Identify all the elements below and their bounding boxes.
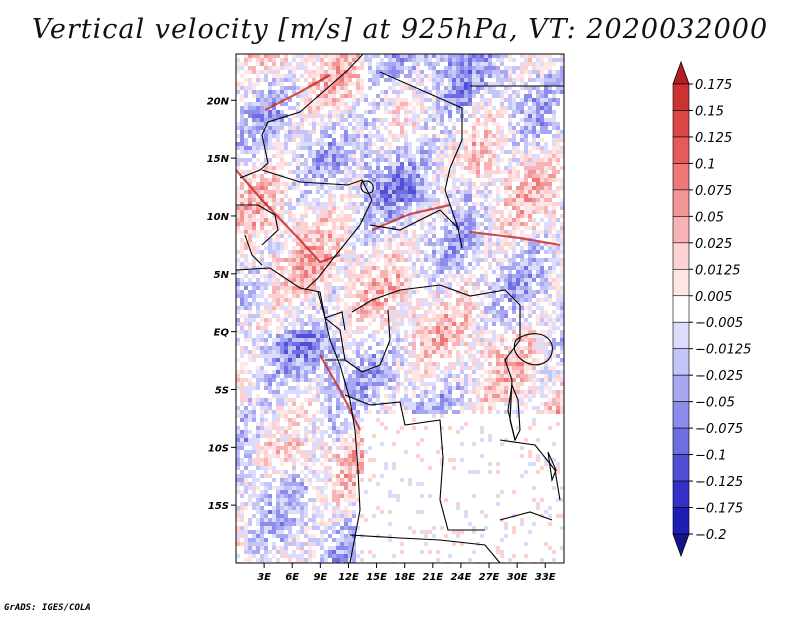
colorbar-label: 0.15 xyxy=(695,104,724,119)
lon-tick-label: 15E xyxy=(366,572,387,583)
colorbar-swatch xyxy=(672,507,690,535)
border-zimbabwe xyxy=(499,511,553,521)
border-nigeria-niger xyxy=(261,169,373,201)
map-frame xyxy=(235,53,565,564)
lon-tick-label: 24E xyxy=(451,572,472,583)
lat-tick-label: 10S xyxy=(208,443,229,454)
colorbar-label: −0.005 xyxy=(695,316,743,331)
border-zambia-east xyxy=(499,439,561,501)
colorbar-swatch xyxy=(672,242,690,270)
colorbar-swatch xyxy=(672,189,690,217)
lat-tick-label: 15N xyxy=(207,154,230,165)
colorbar-swatch xyxy=(672,427,690,455)
colorbar-swatch xyxy=(672,216,690,244)
colorbar-label: 0.05 xyxy=(695,210,724,225)
colorbar-label: 0.005 xyxy=(695,290,732,305)
colorbar-swatch xyxy=(672,401,690,429)
lake-victoria xyxy=(513,333,553,366)
lat-tick-label: 20N xyxy=(207,96,230,107)
border-car-drc xyxy=(351,284,521,313)
border-chad-sudan xyxy=(444,108,463,249)
colorbar-label: −0.2 xyxy=(695,528,727,543)
colorbar-label: −0.05 xyxy=(695,396,735,411)
lon-tick-label: 21E xyxy=(422,572,443,583)
border-sahel-west xyxy=(236,204,279,246)
colorbar-swatch xyxy=(672,83,690,111)
border-libya-chad xyxy=(379,71,463,109)
colorbar-label: 0.125 xyxy=(695,131,732,146)
grads-credit: GrADS: IGES/COLA xyxy=(4,603,91,613)
border-congo xyxy=(317,291,391,373)
colorbar-swatch xyxy=(672,295,690,323)
vertical-velocity-field xyxy=(236,54,564,563)
colorbar-label: −0.125 xyxy=(695,475,743,490)
lon-tick-label: 3E xyxy=(257,572,271,583)
colorbar-swatch xyxy=(672,348,690,376)
lake-tanganyika xyxy=(507,382,521,442)
colorbar-swatch xyxy=(672,268,690,297)
lat-tick-label: EQ xyxy=(214,328,230,339)
lon-tick-label: 27E xyxy=(479,572,500,583)
lat-tick-label: 5N xyxy=(214,270,230,281)
border-angola-zambia xyxy=(439,457,485,531)
lon-tick-label: 12E xyxy=(338,572,359,583)
lat-tick-label: 15S xyxy=(208,501,229,512)
colorbar-swatch xyxy=(672,60,690,85)
colorbar-swatch xyxy=(672,374,690,402)
map-axes: 3E 6E 9E 12E 15E 18E 21E 24E 27E 30E 33E 20N 15N 10N 5… xyxy=(207,96,556,583)
colorbar-swatch xyxy=(672,136,690,164)
lon-tick-label: 9E xyxy=(313,572,327,583)
colorbar-label: 0.1 xyxy=(695,157,716,172)
colorbar-swatch xyxy=(672,321,690,350)
lon-tick-label: 6E xyxy=(285,572,299,583)
colorbar-label: 0.175 xyxy=(695,78,732,93)
lon-tick-label: 30E xyxy=(507,572,528,583)
lon-tick-label: 33E xyxy=(535,572,556,583)
chart-title: Vertical velocity [m/s] at 925hPa, VT: 2… xyxy=(31,14,769,45)
colorbar-swatch xyxy=(672,480,690,508)
border-angola-north xyxy=(344,394,444,459)
colorbar-label: −0.1 xyxy=(695,449,727,464)
border-namibia xyxy=(349,534,501,563)
lat-tick-label: 5S xyxy=(215,385,229,396)
colorbar-swatch xyxy=(672,533,690,558)
colorbar-label: −0.0125 xyxy=(695,343,751,358)
colorbar-swatch xyxy=(672,110,690,138)
border-gabon xyxy=(324,311,346,361)
colorbar-swatch xyxy=(672,163,690,191)
country-borders xyxy=(236,54,564,563)
border-nigeria-cameroon xyxy=(304,199,373,291)
coast-west-africa xyxy=(236,267,361,563)
lake-malawi xyxy=(547,451,557,483)
lon-tick-label: 18E xyxy=(394,572,415,583)
colorbar-label: 0.075 xyxy=(695,184,732,199)
colorbar-label: 0.0125 xyxy=(695,263,741,278)
lat-tick-label: 10N xyxy=(207,212,230,223)
lake-chad xyxy=(360,180,374,194)
colorbar-swatch xyxy=(672,454,690,482)
colorbar-label: −0.175 xyxy=(695,502,743,517)
colorbar-label: −0.025 xyxy=(695,369,743,384)
border-niger-chad xyxy=(239,54,364,179)
coast-gulf xyxy=(244,234,263,266)
colorbar-label: −0.075 xyxy=(695,422,743,437)
colorbar-label: 0.025 xyxy=(695,237,732,252)
border-chad-car xyxy=(369,209,459,231)
